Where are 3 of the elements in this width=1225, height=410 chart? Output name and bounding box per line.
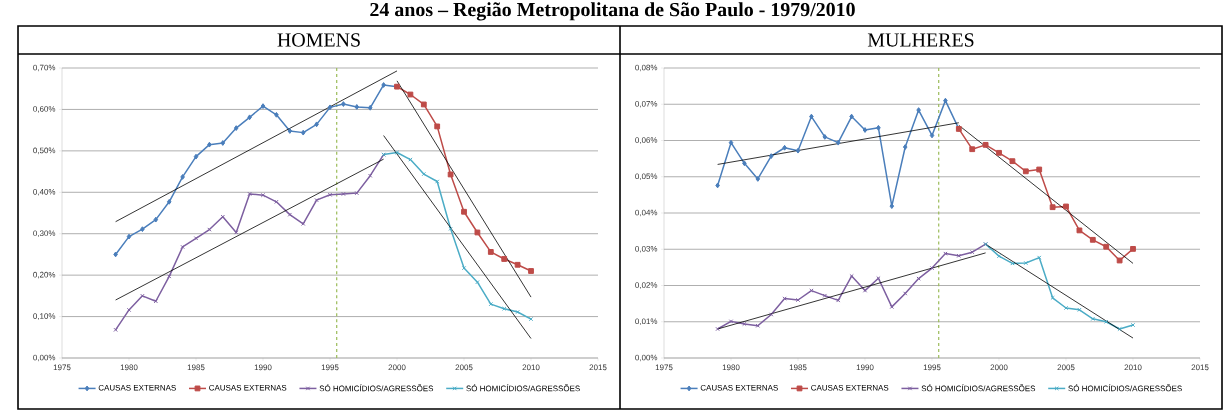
chart-title: HOMENS <box>277 33 360 47</box>
chart-title: MULHERES <box>867 33 974 47</box>
text: 24 anos – Região Metropolitana de São Paulo - 1979/2010 <box>370 2 855 21</box>
